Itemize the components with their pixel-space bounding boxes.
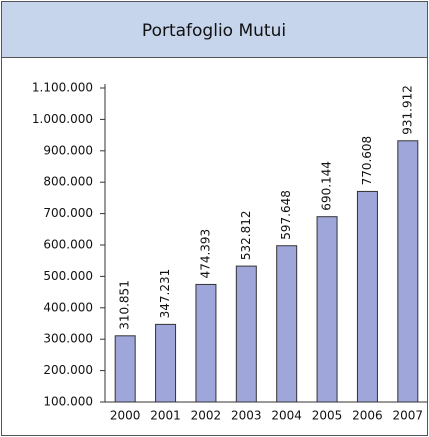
y-tick-label: 700.000 — [43, 206, 93, 220]
value-label: 474.393 — [198, 229, 212, 279]
y-tick-label: 500.000 — [43, 269, 93, 283]
bar — [155, 323, 177, 403]
value-label: 597.648 — [279, 190, 293, 240]
value-label: 690.144 — [320, 161, 334, 211]
bar — [316, 216, 338, 403]
y-tick-label: 100.000 — [43, 395, 93, 409]
value-label: 310.851 — [118, 280, 132, 330]
y-tick-label: 900.000 — [43, 143, 93, 157]
bar — [195, 283, 217, 403]
x-tick-label: 2000 — [110, 409, 141, 423]
value-label: 931.912 — [400, 85, 414, 135]
x-tick-label: 2003 — [231, 409, 262, 423]
y-tick-label: 800.000 — [43, 175, 93, 189]
y-tick-label: 1.100.000 — [32, 81, 93, 95]
bar — [397, 140, 419, 403]
x-tick-label: 2002 — [191, 409, 222, 423]
y-tick-label: 400.000 — [43, 300, 93, 314]
bar — [356, 190, 378, 403]
x-tick-label: 2005 — [312, 409, 343, 423]
y-tick-label: 300.000 — [43, 332, 93, 346]
chart-title: Portafoglio Mutui — [142, 21, 286, 41]
bar — [114, 335, 136, 403]
x-tick-label: 2004 — [271, 409, 302, 423]
bar — [276, 245, 298, 403]
y-tick-label: 600.000 — [43, 238, 93, 252]
x-tick-label: 2006 — [352, 409, 383, 423]
value-label: 347.231 — [158, 269, 172, 319]
title-bar — [1, 1, 428, 58]
bar — [235, 265, 257, 403]
x-tick-label: 2007 — [393, 409, 424, 423]
x-tick-label: 2001 — [150, 409, 181, 423]
value-label: 532.812 — [239, 210, 253, 260]
y-tick-label: 1.000.000 — [32, 112, 93, 126]
value-label: 770.608 — [360, 136, 374, 186]
y-tick-label: 200.000 — [43, 363, 93, 377]
